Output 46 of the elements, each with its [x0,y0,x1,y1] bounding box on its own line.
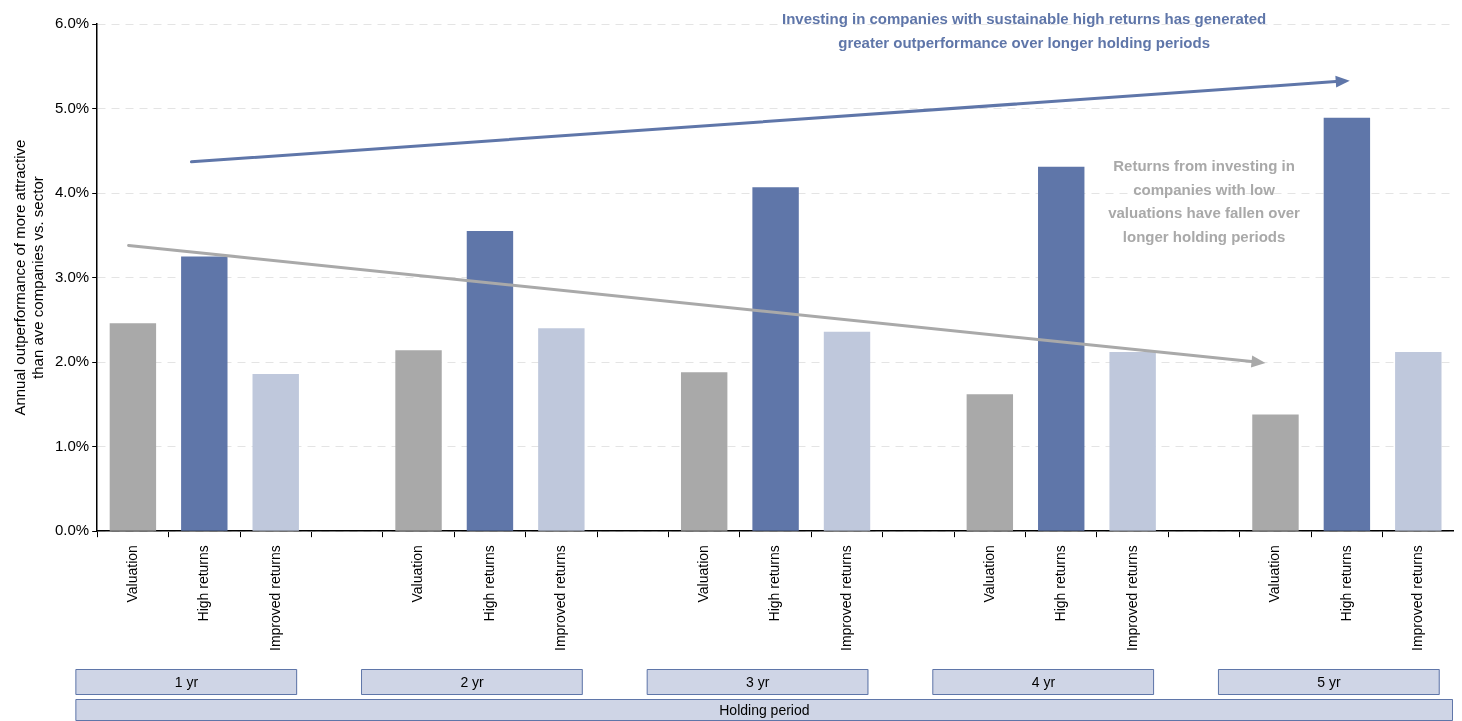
x-tick-label: High returns [195,545,212,622]
x-tick-label: High returns [766,545,783,622]
x-tick-label: High returns [480,545,497,622]
y-tick-label: 1.0% [54,436,90,454]
bar [466,231,514,531]
x-tick-label: Valuation [409,545,426,603]
bar [395,350,442,531]
bar [1323,117,1371,531]
bar [1395,351,1442,531]
x-tick-label: High returns [1337,545,1354,622]
y-tick-label: 3.0% [54,267,90,285]
y-tick-label: 5.0% [54,98,90,116]
x-tick-label: Improved returns [1409,545,1426,652]
y-tick-label: 2.0% [54,352,90,370]
x-tick-label: Valuation [695,545,712,603]
y-tick-label: 0.0% [54,521,90,539]
text: 3 yr [746,673,770,690]
x-tick-label: Valuation [980,545,997,603]
bar [1038,166,1085,531]
text: 4 yr [1031,673,1056,690]
y-tick-label: 6.0% [54,14,90,32]
annotation: Investing in companies with sustainable high returns has generated greater outperformance over longer holding periods [781,10,1267,52]
bar [680,372,728,531]
x-tick-label: Improved returns [1123,545,1140,652]
text: 1 yr [174,673,199,690]
x-tick-label: Valuation [123,545,140,603]
bar [538,328,585,531]
text: 2 yr [460,673,485,690]
x-tick-label: Improved returns [552,545,569,652]
bar [109,323,157,531]
text: 5 yr [1317,673,1342,690]
bar [823,331,871,531]
bar [966,394,1014,531]
bar [752,187,799,531]
y-axis-title: Annual outperformance of more attractive than ave companies vs. sector [11,139,47,416]
x-tick-label: Valuation [1266,545,1283,603]
x-tick-label: Improved returns [837,545,854,652]
bar [181,256,228,531]
x-axis-title: Holding period [719,701,810,718]
bar [1252,414,1299,531]
annotation: Returns from investing in companies with low valuations have fallen over longer holding periods [1108,157,1301,245]
x-tick-label: High returns [1052,545,1069,622]
x-tick-label: Improved returns [266,545,283,652]
y-tick-label: 4.0% [54,183,90,201]
bar [1109,351,1156,531]
bar [252,373,299,531]
